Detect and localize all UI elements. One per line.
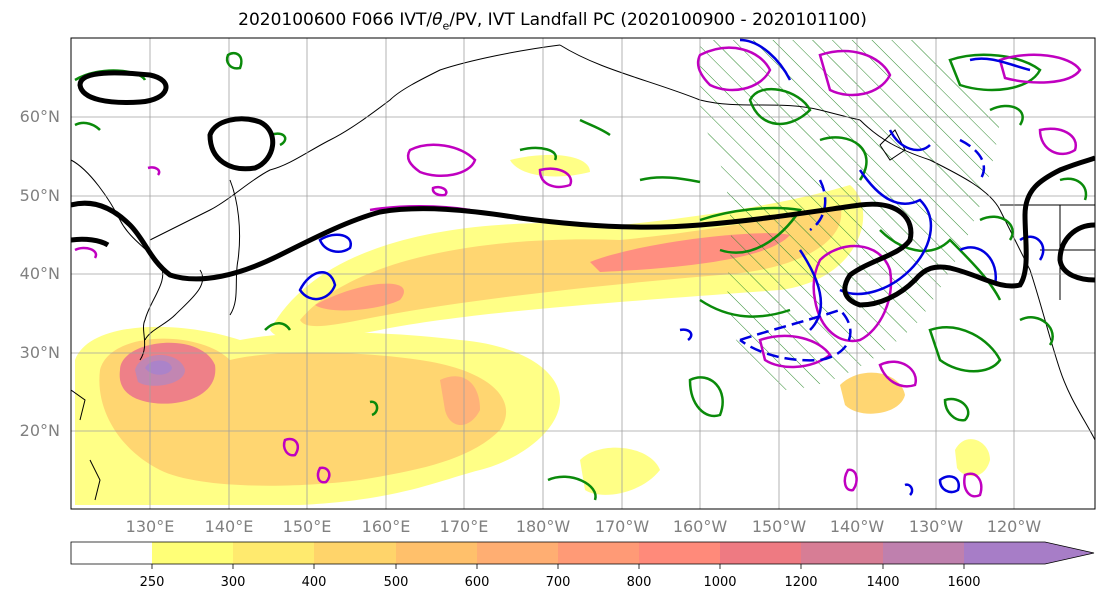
colorbar-tick-label: 500 [383, 575, 409, 590]
colorbar-tick-label: 600 [464, 575, 490, 590]
lon-label: 150°W [751, 517, 807, 536]
colorbar-bin [233, 542, 314, 564]
colorbar-bin [639, 542, 720, 564]
lon-label: 160°E [361, 517, 411, 536]
colorbar-bin [314, 542, 396, 564]
map-title: 2020100600 F066 IVT/θe/PV, IVT Landfall … [238, 10, 867, 33]
lat-label: 40°N [19, 264, 60, 283]
lon-label: 170°W [594, 517, 650, 536]
colorbar [70, 541, 1095, 569]
colorbar-tick-label: 400 [301, 575, 327, 590]
colorbar-bin [152, 542, 233, 564]
lon-label: 180°W [515, 517, 571, 536]
lon-label: 170°E [439, 517, 489, 536]
lat-label: 60°N [19, 107, 60, 126]
map-plot-area [71, 38, 1095, 509]
colorbar-tick-label: 1200 [784, 575, 818, 590]
lat-label: 30°N [19, 343, 60, 362]
lon-label: 150°E [282, 517, 332, 536]
colorbar-tick-label: 800 [626, 575, 652, 590]
colorbar-bin [883, 542, 964, 564]
colorbar-tick-label: 1600 [947, 575, 981, 590]
colorbar-bin [477, 542, 558, 564]
colorbar-tick-label: 700 [545, 575, 571, 590]
blue-contours [298, 38, 1045, 496]
magenta-contours [74, 46, 1082, 498]
lon-label: 140°E [204, 517, 254, 536]
colorbar-bin [396, 542, 477, 564]
lon-label: 160°W [672, 517, 728, 536]
hatch-region [700, 40, 1000, 390]
colorbar-bin [801, 542, 883, 564]
map-frame [70, 37, 1096, 510]
colorbar-tick-label: 1000 [703, 575, 737, 590]
lon-label: 120°W [986, 517, 1042, 536]
lon-label: 130°W [908, 517, 964, 536]
colorbar-bin [720, 542, 801, 564]
black-contours [71, 70, 1095, 308]
colorbar-bin [964, 542, 1045, 564]
lon-label: 140°W [829, 517, 885, 536]
lat-label: 50°N [19, 186, 60, 205]
lat-label: 20°N [19, 421, 60, 440]
colorbar-tick-label: 300 [220, 575, 246, 590]
green-contours [74, 51, 1088, 501]
colorbar-tick-label: 1400 [866, 575, 900, 590]
colorbar-tick-label: 250 [139, 575, 165, 590]
ivt-shading [75, 154, 990, 505]
lon-label: 130°E [125, 517, 175, 536]
colorbar-extend-arrow [1045, 542, 1094, 564]
colorbar-bin [558, 542, 639, 564]
